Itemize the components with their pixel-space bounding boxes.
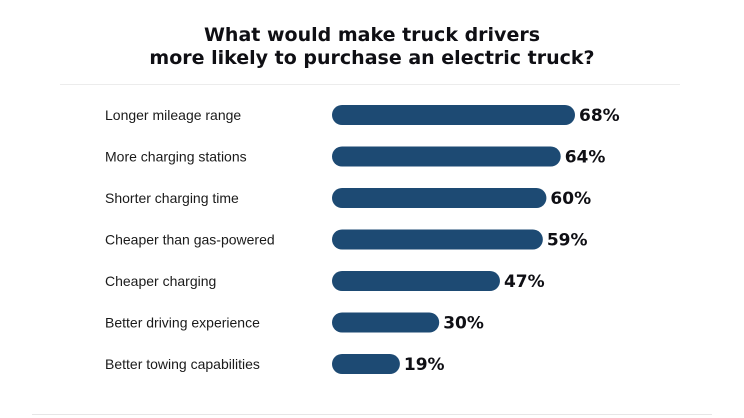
category-label: Better driving experience (105, 315, 260, 331)
category-label: Shorter charging time (105, 190, 239, 206)
bar (332, 312, 440, 333)
bar (332, 188, 547, 208)
bar (332, 354, 400, 374)
value-label: 68% (579, 106, 620, 126)
category-label: Cheaper than gas-powered (105, 232, 275, 248)
bar (332, 271, 500, 291)
bar (332, 146, 561, 167)
title-divider (60, 84, 680, 85)
value-label: 64% (565, 148, 606, 168)
chart-title-line-2: more likely to purchase an electric truc… (149, 47, 595, 69)
value-label: 59% (547, 231, 588, 251)
category-label: More charging stations (105, 149, 247, 165)
bar (332, 105, 575, 125)
category-label: Longer mileage range (105, 107, 241, 123)
bar (332, 229, 543, 250)
value-label: 19% (404, 355, 445, 375)
category-label: Cheaper charging (105, 273, 216, 289)
value-label: 30% (443, 314, 484, 334)
value-label: 60% (550, 189, 591, 209)
chart-title: What would make truck drivers more likel… (0, 24, 744, 70)
value-label: 47% (504, 272, 545, 292)
category-label: Better towing capabilities (105, 356, 260, 372)
chart-title-line-1: What would make truck drivers (203, 24, 541, 46)
bottom-divider (32, 414, 712, 415)
